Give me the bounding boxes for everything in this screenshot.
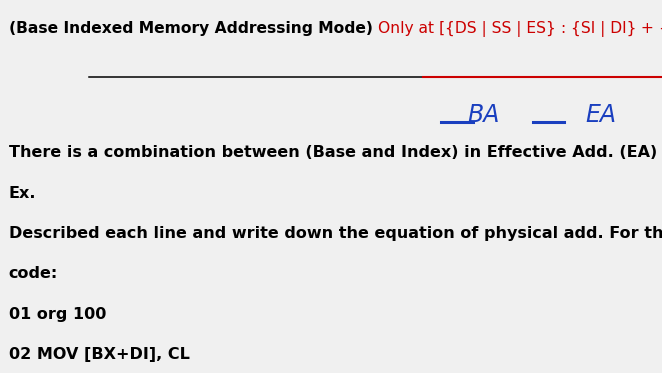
Text: {BX + BP}: {BX + BP}	[659, 21, 662, 36]
Text: :: :	[556, 21, 571, 35]
Text: +: +	[636, 21, 659, 35]
Text: There is a combination between (Base and Index) in Effective Add. (EA): There is a combination between (Base and…	[9, 145, 657, 160]
Text: 02 MOV [BX+DI], CL: 02 MOV [BX+DI], CL	[9, 347, 189, 362]
Text: code:: code:	[9, 266, 58, 281]
Text: [: [	[439, 21, 445, 35]
Text: 01 org 100: 01 org 100	[9, 307, 106, 322]
Text: {SI | DI}: {SI | DI}	[571, 21, 636, 37]
Text: Ex.: Ex.	[9, 186, 36, 201]
Text: EA: EA	[586, 103, 617, 126]
Text: (Base Indexed Memory Addressing Mode): (Base Indexed Memory Addressing Mode)	[9, 21, 378, 35]
Text: Described each line and write down the equation of physical add. For the followi: Described each line and write down the e…	[9, 226, 662, 241]
Text: {DS | SS | ES}: {DS | SS | ES}	[445, 21, 556, 37]
Text: BA: BA	[467, 103, 499, 126]
Text: Only at: Only at	[378, 21, 439, 35]
